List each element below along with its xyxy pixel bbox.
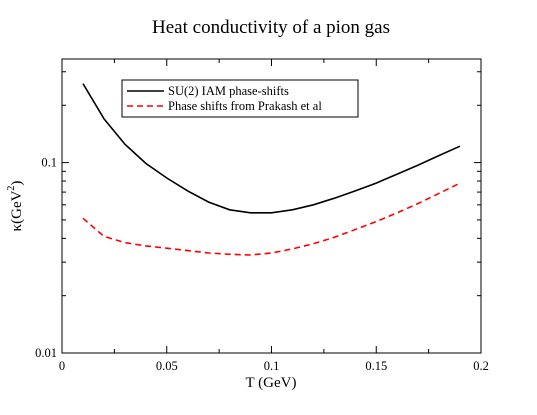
x-tick-label: 0.1 — [264, 359, 280, 373]
y-axis: 0.01 0.1 — [35, 71, 481, 360]
y-tick-label: 0.1 — [41, 156, 57, 170]
x-tick-label: 0.05 — [156, 359, 178, 373]
x-axis: 0 0.05 0.1 0.15 0.2 — [59, 59, 489, 373]
y-axis-label: κ(GeV2) — [6, 181, 25, 232]
y-axis-label-close: ) — [9, 181, 25, 186]
y-axis-label-base: κ(GeV — [9, 190, 25, 231]
x-tick-label: 0.2 — [473, 359, 489, 373]
x-tick-label: 0.15 — [365, 359, 387, 373]
legend: SU(2) IAM phase-shifts Phase shifts from… — [121, 79, 359, 118]
series-line-1 — [82, 182, 461, 256]
chart-title: Heat conductivity of a pion gas — [152, 17, 390, 38]
series-line-0 — [82, 83, 461, 214]
legend-box — [121, 79, 359, 118]
x-axis-label: T (GeV) — [246, 375, 297, 391]
y-tick-label: 0.01 — [35, 346, 57, 360]
legend-label-su2-iam: SU(2) IAM phase-shifts — [168, 84, 289, 98]
y-axis-label-exponent: 2 — [6, 186, 17, 191]
x-tick-label: 0 — [59, 359, 65, 373]
legend-label-prakash: Phase shifts from Prakash et al — [168, 99, 322, 113]
series-layer — [82, 83, 461, 256]
